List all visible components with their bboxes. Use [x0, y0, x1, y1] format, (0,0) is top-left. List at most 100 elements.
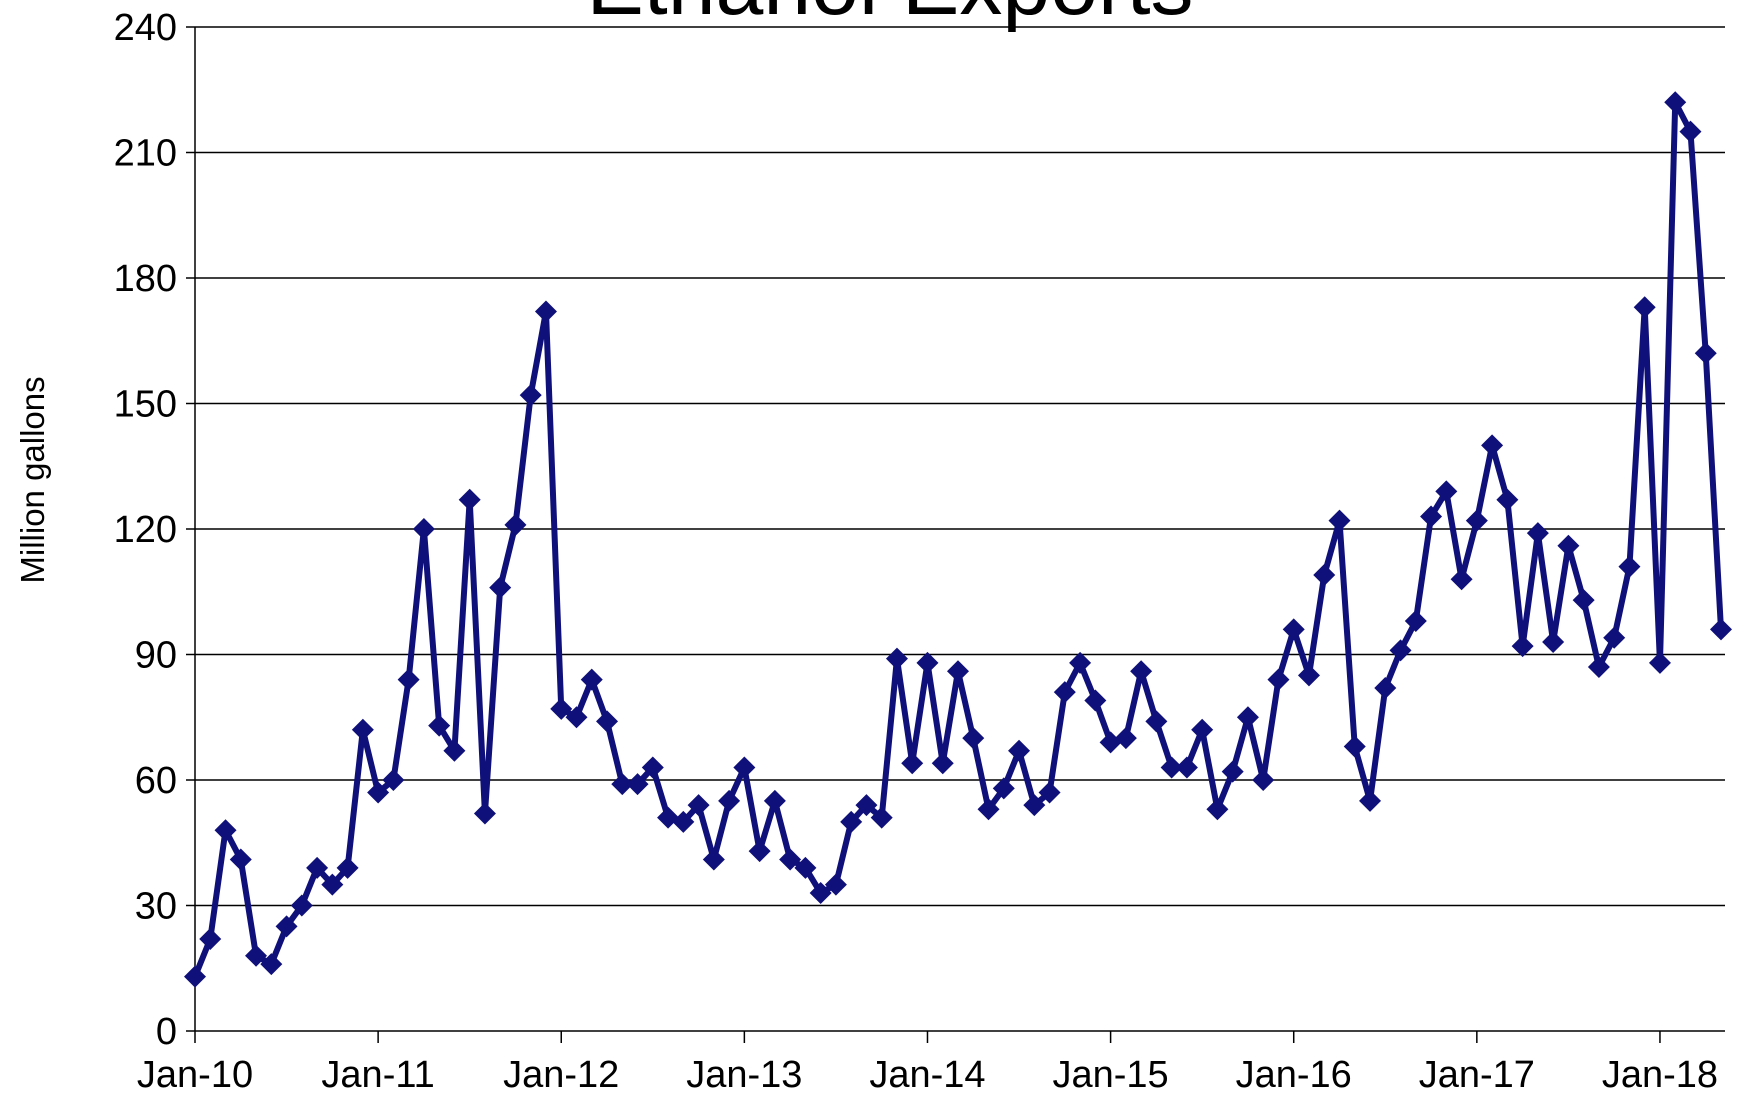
data-point [473, 802, 496, 825]
data-point [1481, 434, 1504, 457]
data-point [733, 756, 756, 779]
data-point [1084, 689, 1107, 712]
x-tick-label: Jan-10 [137, 1054, 253, 1096]
data-point [947, 660, 969, 683]
data-point [1618, 555, 1641, 578]
x-tick-label: Jan-16 [1236, 1054, 1352, 1096]
data-point [748, 840, 771, 863]
x-tick-label: Jan-14 [869, 1054, 985, 1096]
data-point [1557, 534, 1580, 557]
data-point [1664, 91, 1687, 114]
data-point [1603, 626, 1626, 649]
data-point [779, 848, 802, 871]
data-point [611, 773, 634, 796]
data-point [351, 718, 374, 741]
data-point [809, 881, 832, 904]
data-point [1282, 618, 1305, 641]
data-point [1221, 760, 1244, 783]
data-point [290, 894, 313, 917]
data-point [1679, 120, 1702, 143]
data-point [1374, 676, 1397, 699]
data-point [321, 873, 344, 896]
data-point [214, 819, 237, 842]
data-point [687, 794, 710, 817]
data-point [1130, 660, 1153, 683]
data-point [596, 710, 619, 733]
data-point [397, 668, 420, 691]
data-point [1572, 589, 1595, 612]
data-point [245, 944, 268, 967]
data-point [1511, 635, 1534, 658]
data-point [626, 773, 649, 796]
data-point [1542, 630, 1565, 653]
x-tick-label: Jan-11 [321, 1054, 434, 1096]
data-point [1710, 618, 1732, 641]
y-tick-label: 120 [114, 509, 177, 551]
data-point [1297, 664, 1320, 687]
data-point [1648, 651, 1671, 674]
data-point [672, 810, 695, 833]
data-point [1633, 296, 1656, 319]
data-point [1206, 798, 1229, 821]
y-tick-label: 180 [114, 258, 177, 300]
data-point [870, 806, 893, 829]
data-point [931, 752, 954, 775]
data-point [504, 513, 527, 536]
data-point [443, 739, 466, 762]
data-point [992, 777, 1015, 800]
data-point [1526, 522, 1549, 545]
data-point [1069, 651, 1092, 674]
data-point [885, 647, 908, 670]
y-axis-label: Million gallons [14, 376, 51, 583]
data-point [260, 953, 283, 976]
data-point [1160, 756, 1183, 779]
y-tick-label: 30 [135, 886, 177, 928]
data-point [641, 756, 664, 779]
data-point [1008, 739, 1031, 762]
data-point [229, 848, 252, 871]
data-point [184, 965, 206, 988]
data-point [367, 781, 390, 804]
data-point [901, 752, 924, 775]
data-point [718, 789, 741, 812]
data-point [1465, 509, 1488, 532]
data-point [1145, 710, 1168, 733]
data-point [1114, 727, 1137, 750]
y-tick-label: 0 [156, 1011, 177, 1053]
data-point [1694, 342, 1717, 365]
data-point [1435, 480, 1458, 503]
x-tick-label: Jan-12 [503, 1054, 619, 1096]
data-point [962, 727, 985, 750]
data-point [1267, 668, 1290, 691]
y-tick-label: 90 [135, 635, 177, 677]
data-point [534, 300, 557, 323]
data-point [1389, 639, 1412, 662]
data-point [1313, 564, 1336, 587]
x-tick-label: Jan-17 [1419, 1054, 1535, 1096]
y-tick-label: 150 [114, 384, 177, 426]
data-point [519, 384, 542, 407]
data-point [336, 856, 359, 879]
data-point [1496, 488, 1519, 511]
data-point [794, 856, 817, 879]
data-point [824, 873, 847, 896]
data-point [1252, 769, 1275, 791]
data-point [916, 651, 939, 674]
y-tick-label: 240 [114, 7, 177, 49]
data-point [1587, 656, 1610, 679]
data-point [1404, 610, 1427, 633]
chart-title: Ethanol Exports [586, 0, 1193, 33]
data-point [1191, 718, 1214, 741]
data-point [977, 798, 1000, 821]
data-point [1450, 568, 1473, 591]
data-point [1053, 681, 1076, 704]
data-point [1343, 735, 1366, 758]
data-point [489, 576, 512, 599]
data-point [1359, 789, 1382, 812]
y-tick-label: 60 [135, 760, 177, 802]
data-point [1038, 781, 1061, 804]
data-point [1099, 731, 1122, 754]
data-point [763, 789, 786, 812]
data-point [550, 697, 573, 720]
